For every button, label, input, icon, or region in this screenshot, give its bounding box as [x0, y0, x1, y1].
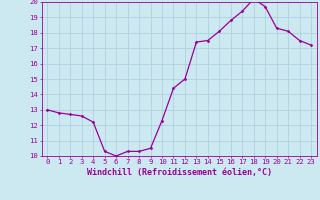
X-axis label: Windchill (Refroidissement éolien,°C): Windchill (Refroidissement éolien,°C) — [87, 168, 272, 177]
